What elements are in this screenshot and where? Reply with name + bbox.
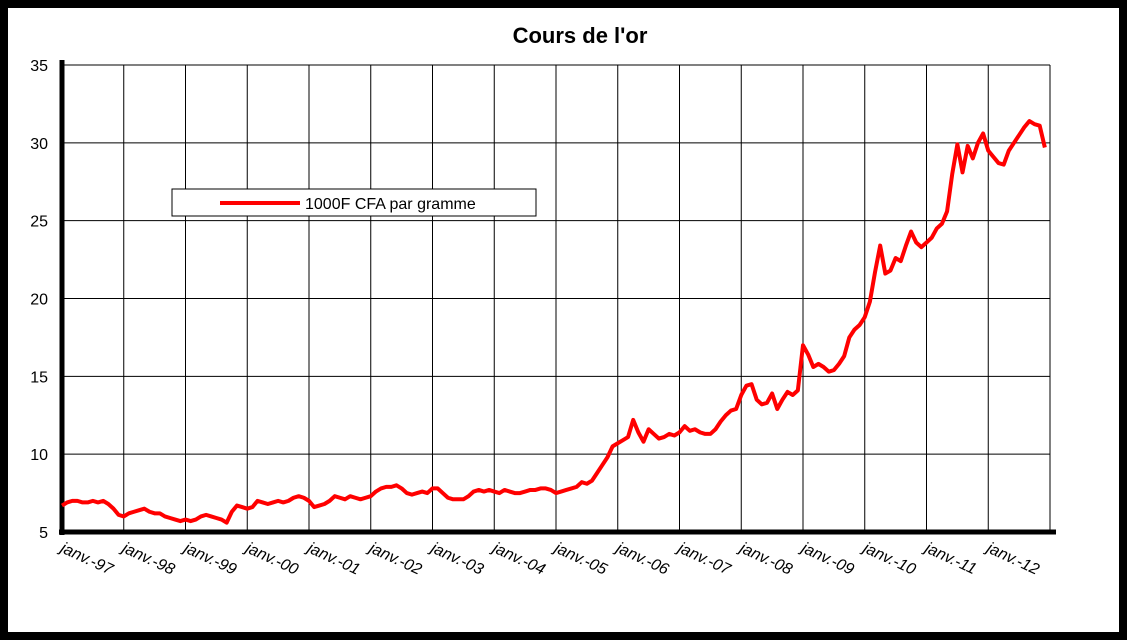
y-tick-label: 35 (30, 58, 48, 75)
y-tick-label: 15 (30, 369, 48, 386)
y-tick-label: 5 (39, 525, 48, 542)
legend-label: 1000F CFA par gramme (305, 196, 476, 213)
y-tick-label: 30 (30, 136, 48, 153)
y-tick-label: 20 (30, 292, 48, 309)
series-line (60, 119, 1047, 525)
y-tick-label: 10 (30, 447, 48, 464)
y-tick-label: 25 (30, 214, 48, 231)
chart-title: Cours de l'or (513, 23, 648, 48)
